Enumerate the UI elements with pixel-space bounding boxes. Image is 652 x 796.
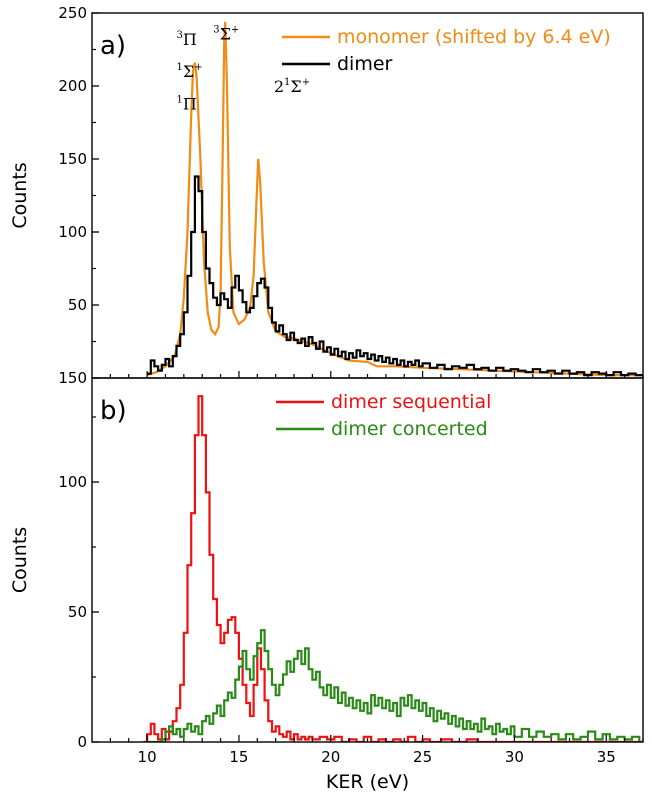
y-tick-label: 200 bbox=[58, 77, 87, 95]
x-tick-label: 20 bbox=[321, 748, 340, 766]
state-label: 3Π bbox=[176, 30, 196, 49]
x-tick-label: 10 bbox=[138, 748, 157, 766]
x-tick-label: 15 bbox=[229, 748, 248, 766]
panel-label: b) bbox=[100, 396, 127, 426]
state-label: 1Π bbox=[176, 94, 196, 113]
legend-entry: dimer sequential bbox=[331, 391, 491, 413]
x-tick-label: 25 bbox=[413, 748, 432, 766]
plot-area bbox=[146, 21, 643, 377]
y-tick-label: 150 bbox=[58, 150, 87, 168]
series-line-monomer-shifted bbox=[146, 21, 643, 377]
x-tick-label: 30 bbox=[505, 748, 524, 766]
legend-entry: dimer concerted bbox=[331, 418, 488, 440]
y-tick-label: 100 bbox=[58, 223, 87, 241]
y-tick-label: 100 bbox=[58, 473, 87, 491]
panel-a: 150 50 100 150 200 250 Counts a) monomer (shifte… bbox=[9, 4, 644, 387]
x-axis-label: KER (eV) bbox=[326, 771, 409, 793]
legend-entry: dimer bbox=[337, 53, 393, 75]
panel-label: a) bbox=[100, 31, 126, 61]
y-tick-label: 50 bbox=[68, 603, 87, 621]
series-line-dimer bbox=[147, 175, 643, 377]
y-tick-label: 250 bbox=[58, 4, 87, 22]
y-tick-label: 150 bbox=[58, 369, 87, 387]
series-line-dimer-sequential bbox=[143, 395, 643, 742]
legend-entry: monomer (shifted by 6.4 eV) bbox=[337, 26, 611, 48]
y-tick-label: 50 bbox=[68, 296, 87, 314]
y-axis-label: Counts bbox=[9, 162, 31, 228]
state-label: 3Σ+ bbox=[213, 24, 239, 43]
series-line-dimer-concerted bbox=[147, 629, 643, 742]
panel-b: 0 50 100 10 15 20 25 30 35 Counts KER (eV) b) dimer … bbox=[9, 377, 644, 793]
y-axis-label: Counts bbox=[9, 527, 31, 593]
plot-area bbox=[143, 395, 643, 742]
state-label: 1Σ+ bbox=[176, 62, 202, 81]
x-tick-label: 35 bbox=[597, 748, 616, 766]
state-label: 21Σ+ bbox=[274, 77, 310, 96]
y-tick-label: 0 bbox=[77, 733, 87, 751]
